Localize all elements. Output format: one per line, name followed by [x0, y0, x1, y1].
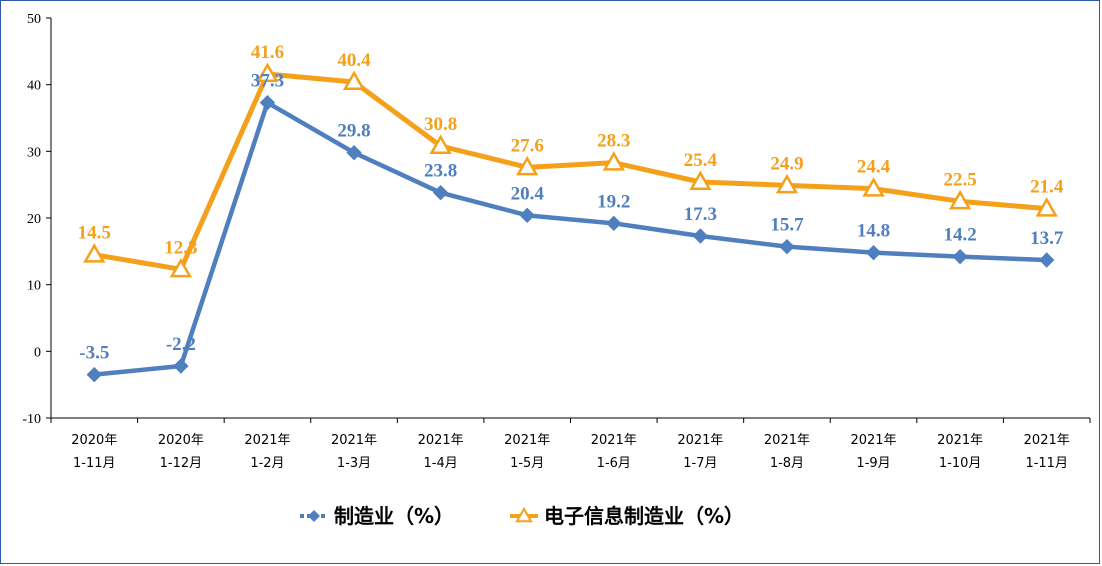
- data-label-manufacturing: 14.8: [857, 221, 890, 242]
- data-label-electronics: 27.6: [511, 135, 544, 156]
- data-label-manufacturing: 15.7: [770, 215, 804, 236]
- x-tick-label-year: 2021年: [244, 433, 290, 448]
- data-point-manufacturing: [865, 244, 882, 261]
- series-line-manufacturing: [94, 100, 1047, 377]
- data-point-electronics: [342, 70, 366, 90]
- data-label-manufacturing: 29.8: [337, 121, 370, 142]
- y-tick-label: 50: [27, 12, 41, 27]
- x-tick-label-year: 2021年: [850, 433, 896, 448]
- data-point-manufacturing: [692, 228, 709, 244]
- data-point-manufacturing: [519, 207, 535, 224]
- data-point-electronics: [516, 155, 539, 176]
- y-tick-label: 20: [27, 212, 41, 227]
- data-label-manufacturing: 19.2: [597, 191, 630, 212]
- legend-label-electronics: 电子信息制造业（%）: [544, 504, 744, 528]
- data-label-manufacturing: -3.5: [79, 343, 109, 364]
- x-tick-label-period: 1-11月: [1025, 456, 1068, 471]
- legend-label-manufacturing: 制造业（%）: [334, 504, 454, 528]
- data-label-electronics: 41.6: [251, 42, 284, 63]
- y-tick-label: 40: [27, 79, 41, 94]
- data-point-electronics: [948, 189, 972, 210]
- data-label-electronics: 24.9: [770, 153, 803, 174]
- data-point-electronics: [83, 243, 106, 263]
- x-tick-label-period: 1-5月: [510, 456, 544, 471]
- x-tick-label-year: 2021年: [418, 433, 464, 448]
- x-tick-label-period: 1-8月: [770, 456, 804, 471]
- data-label-manufacturing: 23.8: [424, 161, 457, 182]
- data-point-electronics: [1035, 197, 1058, 217]
- data-point-manufacturing: [259, 94, 276, 111]
- x-tick-label-year: 2021年: [1024, 433, 1070, 448]
- x-tick-label-period: 1-7月: [683, 456, 717, 471]
- data-label-manufacturing: 17.3: [684, 204, 717, 225]
- data-label-electronics: 30.8: [424, 114, 457, 135]
- legend-marker-manufacturing: [308, 510, 320, 522]
- x-tick-label-period: 1-2月: [250, 456, 284, 471]
- x-tick-label-period: 1-9月: [856, 456, 890, 471]
- y-tick-label: 30: [27, 145, 41, 160]
- x-tick-label-period: 1-12月: [160, 456, 203, 471]
- data-label-manufacturing: 20.4: [511, 183, 545, 204]
- x-tick-label-period: 1-6月: [597, 456, 631, 471]
- x-tick-label-year: 2021年: [677, 433, 723, 448]
- data-point-electronics: [169, 257, 193, 278]
- x-tick-label-period: 1-11月: [73, 456, 116, 471]
- data-point-electronics: [429, 134, 452, 154]
- data-label-manufacturing: 13.7: [1030, 228, 1064, 249]
- x-tick-label-year: 2021年: [331, 433, 377, 448]
- data-point-manufacturing: [173, 358, 189, 374]
- x-tick-label-period: 1-10月: [939, 456, 982, 471]
- data-label-electronics: 21.4: [1030, 177, 1064, 198]
- series-line-electronics: [93, 71, 1047, 272]
- data-point-manufacturing: [432, 184, 449, 201]
- data-label-electronics: 25.4: [684, 150, 718, 171]
- data-point-manufacturing: [779, 238, 795, 255]
- data-point-manufacturing: [606, 215, 622, 232]
- data-point-manufacturing: [346, 144, 362, 161]
- x-tick-label-year: 2021年: [591, 433, 637, 448]
- data-label-manufacturing: -2.2: [166, 334, 196, 355]
- data-label-electronics: 12.3: [164, 237, 197, 258]
- data-label-electronics: 22.5: [944, 169, 977, 190]
- data-label-manufacturing: 14.2: [944, 225, 977, 246]
- data-point-electronics: [602, 151, 625, 171]
- data-label-electronics: 14.5: [78, 223, 111, 244]
- data-label-electronics: 28.3: [597, 131, 630, 152]
- x-tick-label-year: 2021年: [504, 433, 550, 448]
- data-point-manufacturing: [86, 366, 102, 383]
- data-point-manufacturing: [1039, 252, 1055, 268]
- y-tick-label: 10: [27, 279, 41, 294]
- legend-marker-electronics: [515, 506, 533, 523]
- y-tick-label: 0: [34, 345, 41, 360]
- x-tick-label-period: 1-3月: [337, 456, 371, 471]
- data-point-electronics: [256, 62, 279, 82]
- data-label-electronics: 24.4: [857, 157, 891, 178]
- x-tick-label-year: 2021年: [937, 433, 983, 448]
- x-tick-label-period: 1-4月: [424, 456, 458, 471]
- x-tick-label-year: 2021年: [764, 433, 810, 448]
- y-tick-label: -10: [22, 412, 41, 427]
- data-point-electronics: [689, 170, 712, 190]
- x-tick-label-year: 2020年: [71, 433, 117, 448]
- data-point-electronics: [775, 173, 799, 194]
- x-tick-label-year: 2020年: [158, 433, 204, 448]
- data-point-electronics: [862, 177, 885, 197]
- data-label-manufacturing: 37.3: [251, 71, 284, 92]
- data-point-manufacturing: [952, 248, 968, 265]
- data-label-electronics: 40.4: [337, 50, 371, 71]
